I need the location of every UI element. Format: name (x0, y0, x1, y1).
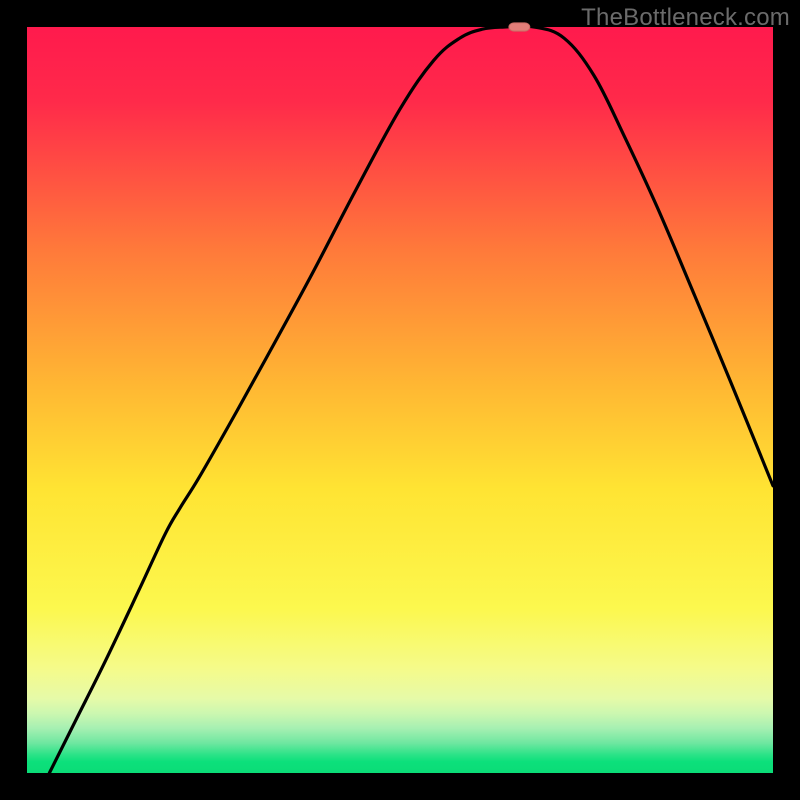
chart-frame: TheBottleneck.com (0, 0, 800, 800)
bottleneck-chart (0, 0, 800, 800)
marker-pill (509, 23, 530, 31)
watermark-text: TheBottleneck.com (581, 4, 790, 32)
plot-background (27, 27, 773, 773)
